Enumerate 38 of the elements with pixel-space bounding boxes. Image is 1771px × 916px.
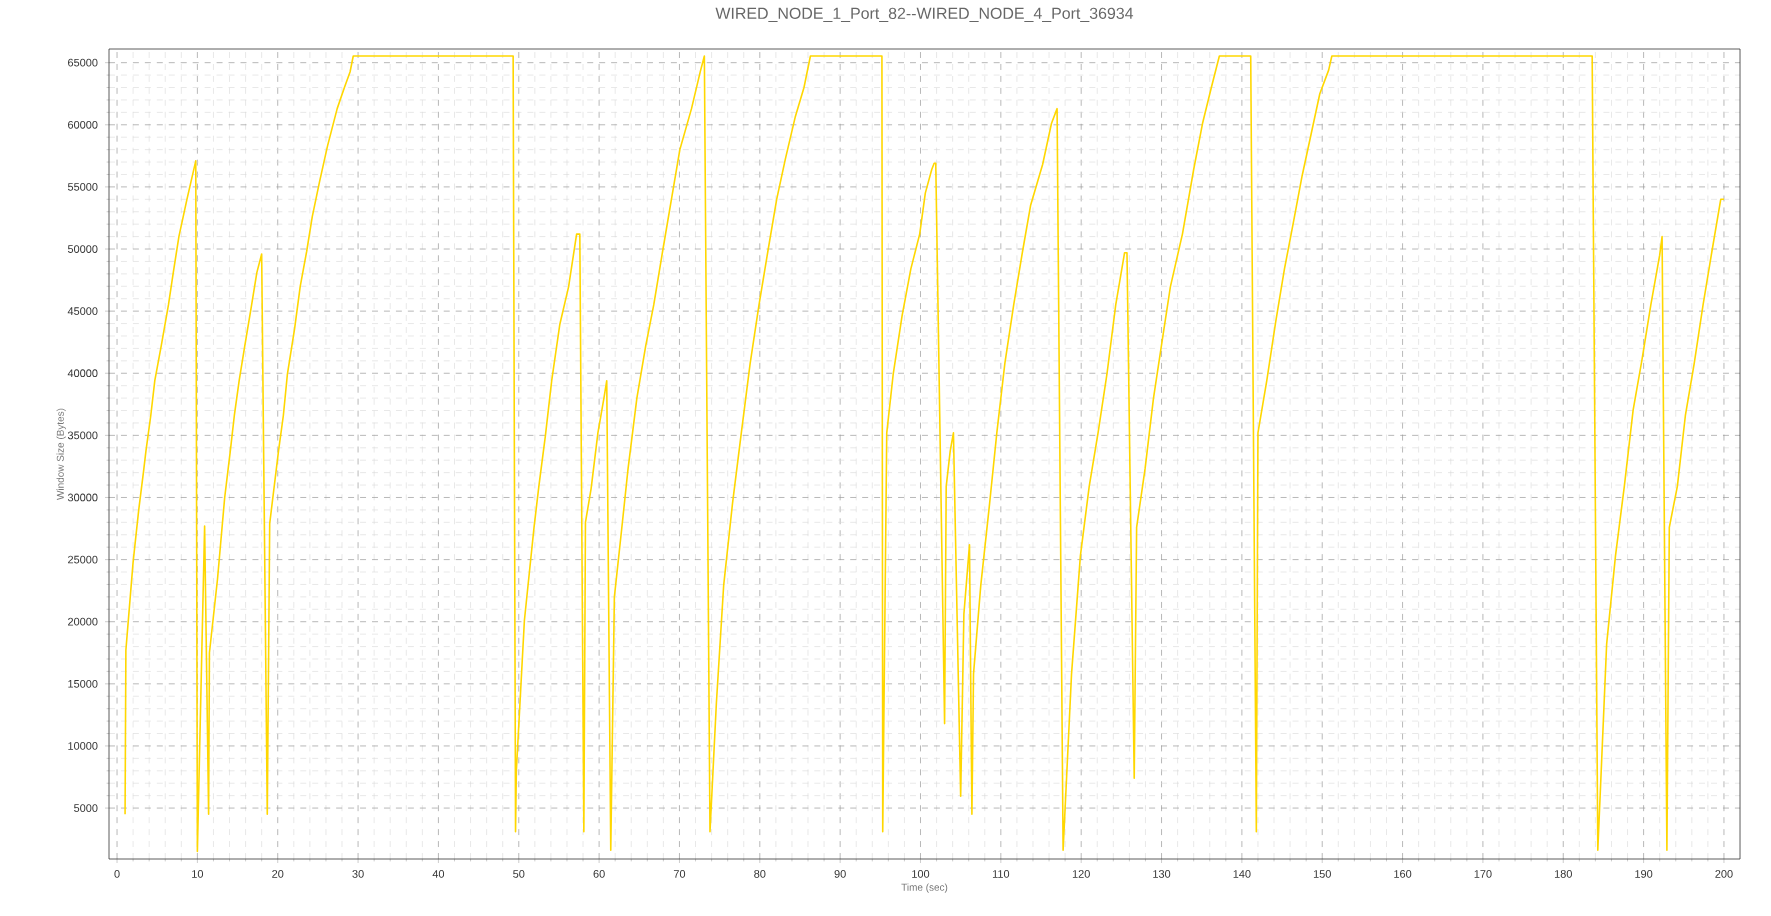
x-tick-label: 50 <box>513 870 525 878</box>
x-tick-label: 30 <box>352 870 364 878</box>
x-tick-label: 170 <box>1474 870 1492 878</box>
y-tick-label: 20000 <box>68 617 98 626</box>
y-tick-label: 55000 <box>67 183 98 191</box>
y-tick-label: 65000 <box>68 58 98 67</box>
y-tick-label: 45000 <box>67 307 98 315</box>
y-tick-label: 15000 <box>68 679 98 688</box>
y-tick-label: 35000 <box>67 431 98 440</box>
x-tick-label: 40 <box>432 870 445 878</box>
y-tick-label: 5000 <box>74 804 98 812</box>
x-tick-label: 180 <box>1554 870 1572 878</box>
y-tick-label: 50000 <box>67 245 98 253</box>
x-tick-label: 0 <box>114 870 120 878</box>
x-tick-label: 120 <box>1072 870 1090 878</box>
x-axis-title: Time (sec) <box>901 883 948 893</box>
x-tick-label: 140 <box>1233 870 1251 878</box>
x-tick-label: 200 <box>1715 870 1733 878</box>
x-tick-label: 10 <box>192 870 204 878</box>
y-tick-label: 10000 <box>68 742 98 750</box>
y-tick-label: 30000 <box>67 493 98 502</box>
chart-title: WIRED_NODE_1_Port_82--WIRED_NODE_4_Port_36934 <box>715 7 1134 22</box>
x-tick-label: 70 <box>673 870 686 878</box>
y-tick-label: 60000 <box>68 120 98 129</box>
y-tick-label: 25000 <box>68 555 98 564</box>
x-tick-label: 130 <box>1153 870 1171 878</box>
x-tick-label: 20 <box>272 870 284 878</box>
x-tick-label: 60 <box>593 870 605 878</box>
y-axis-title: Window Size (Bytes) <box>56 408 66 500</box>
line-series <box>124 55 1725 853</box>
x-tick-label: 190 <box>1635 870 1653 878</box>
x-tick-label: 110 <box>992 870 1010 878</box>
y-tick-label: 40000 <box>67 369 98 378</box>
x-tick-label: 90 <box>834 870 846 878</box>
x-tick-label: 150 <box>1313 870 1331 878</box>
x-tick-label: 80 <box>754 870 766 878</box>
x-tick-label: 160 <box>1394 870 1412 878</box>
x-tick-label: 100 <box>912 870 930 878</box>
